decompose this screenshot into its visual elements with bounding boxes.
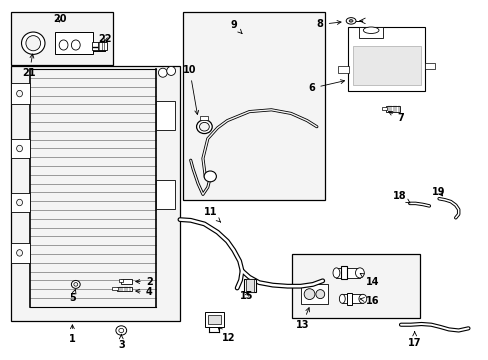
Bar (300, 284, 327, 304)
Text: 21: 21 (22, 54, 36, 78)
Text: 3: 3 (118, 334, 124, 350)
Ellipse shape (17, 250, 22, 256)
Text: 15: 15 (240, 291, 253, 301)
Bar (425, 63, 434, 69)
Bar (155, 180, 175, 209)
Text: 2: 2 (136, 276, 152, 287)
Text: 13: 13 (295, 308, 309, 330)
Ellipse shape (196, 120, 212, 134)
Ellipse shape (71, 280, 80, 288)
Ellipse shape (17, 145, 22, 152)
Text: 1: 1 (69, 325, 76, 344)
Ellipse shape (17, 90, 22, 97)
Bar (11, 66, 180, 321)
Text: 20: 20 (53, 14, 66, 24)
Bar (11, 243, 30, 263)
Text: 8: 8 (316, 19, 340, 30)
Ellipse shape (166, 66, 175, 76)
Text: 11: 11 (203, 207, 220, 222)
Bar (119, 279, 123, 282)
Ellipse shape (346, 18, 355, 24)
Bar (336, 268, 359, 278)
Text: 22: 22 (98, 34, 112, 44)
Bar (155, 101, 175, 130)
Ellipse shape (158, 68, 167, 77)
Ellipse shape (119, 328, 123, 333)
Ellipse shape (304, 289, 314, 300)
Text: 19: 19 (431, 186, 445, 197)
Bar (205, 312, 224, 327)
Ellipse shape (355, 268, 364, 278)
Ellipse shape (71, 40, 80, 50)
Text: 12: 12 (218, 328, 235, 343)
Bar (121, 279, 132, 284)
Ellipse shape (21, 32, 45, 54)
Text: 10: 10 (183, 65, 198, 114)
Ellipse shape (199, 122, 209, 131)
Bar (244, 279, 256, 292)
Bar (11, 12, 113, 65)
Bar (352, 46, 420, 85)
Ellipse shape (204, 171, 216, 182)
Bar (55, 32, 93, 54)
Bar (11, 83, 30, 104)
Bar (98, 42, 106, 50)
Bar (11, 139, 30, 158)
Bar (358, 27, 383, 38)
Text: 17: 17 (407, 332, 421, 348)
Text: 16: 16 (359, 296, 379, 306)
Ellipse shape (74, 283, 78, 286)
Text: 4: 4 (136, 287, 152, 297)
Text: 5: 5 (69, 289, 76, 303)
Bar (347, 27, 425, 91)
Bar (11, 193, 30, 212)
Bar (338, 66, 348, 73)
Ellipse shape (363, 27, 378, 33)
Ellipse shape (17, 199, 22, 206)
Bar (346, 293, 351, 305)
Bar (112, 287, 118, 290)
Bar (382, 107, 386, 110)
Text: 6: 6 (308, 80, 344, 93)
Bar (386, 106, 399, 112)
Bar (183, 12, 325, 200)
Ellipse shape (116, 326, 126, 335)
Bar (200, 116, 208, 120)
Ellipse shape (332, 268, 339, 278)
Bar (208, 315, 221, 324)
Ellipse shape (315, 289, 324, 299)
Text: 7: 7 (388, 112, 404, 123)
Ellipse shape (26, 36, 41, 51)
Bar (246, 279, 254, 292)
Bar (117, 287, 132, 291)
Text: 14: 14 (360, 273, 379, 287)
Ellipse shape (339, 294, 345, 303)
Bar (342, 294, 362, 303)
Bar (341, 266, 346, 279)
Ellipse shape (358, 294, 366, 303)
Ellipse shape (348, 20, 352, 22)
Ellipse shape (59, 40, 68, 50)
Bar (292, 254, 419, 318)
Text: 18: 18 (392, 191, 409, 203)
Text: 9: 9 (230, 20, 242, 33)
Bar (92, 42, 105, 50)
